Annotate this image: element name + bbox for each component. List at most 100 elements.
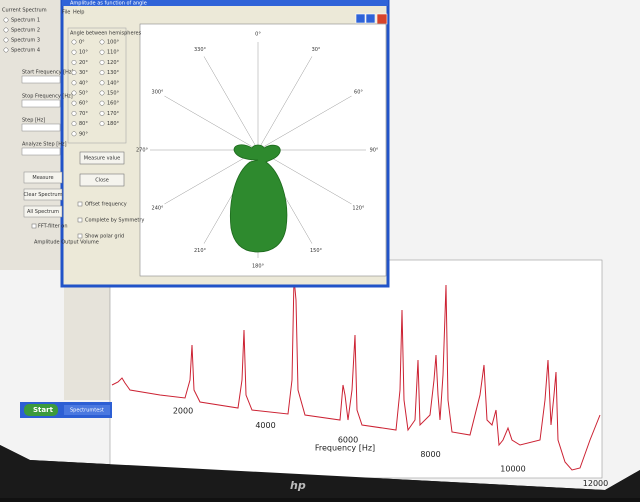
field-input[interactable]: [21, 123, 61, 132]
checkbox-label: FFT-filter on: [38, 224, 68, 230]
polar-grid-line: [164, 95, 259, 151]
angle-radio[interactable]: [99, 121, 105, 127]
start-button[interactable]: [24, 404, 58, 416]
checkbox[interactable]: [77, 217, 83, 223]
x-tick-label: 8000: [420, 450, 440, 459]
brand-logo: hp: [290, 479, 306, 492]
polar-grid-line: [257, 95, 352, 151]
angle-label: 120°: [107, 60, 120, 66]
polar-label: 0°: [255, 32, 261, 38]
button[interactable]: [23, 188, 63, 201]
angle-radio[interactable]: [71, 121, 77, 127]
polar-shape: [230, 144, 288, 253]
checkbox[interactable]: [77, 201, 83, 207]
dialog-title: Amplitude as function of angle: [70, 1, 147, 7]
label: Amplitude Output Volume: [34, 240, 99, 246]
angle-label: 80°: [79, 121, 88, 127]
field-label: Stop Frequency [Hz]: [22, 94, 73, 100]
x-tick-label: 2000: [173, 407, 193, 416]
task-label: Spectrumtest: [70, 408, 104, 414]
angle-radio[interactable]: [71, 100, 77, 106]
checkbox[interactable]: [77, 233, 83, 239]
button-label: Clear Spectrum: [24, 192, 63, 198]
polar-label: 210°: [194, 248, 207, 254]
angle-label: 0°: [79, 40, 85, 46]
radio-label: Spectrum 1: [11, 18, 40, 24]
dialog-titlebar: [62, 0, 388, 6]
angle-radio[interactable]: [99, 49, 105, 55]
angle-label: 160°: [107, 101, 120, 107]
polar-label: 180°: [252, 264, 265, 270]
checkbox-label: Complete by Symmetry: [85, 218, 144, 224]
radio-label: Spectrum 2: [11, 28, 40, 34]
polar-label: 60°: [354, 90, 363, 96]
close-x-button[interactable]: [376, 13, 388, 25]
angle-radio[interactable]: [71, 39, 77, 45]
checkbox[interactable]: [31, 223, 37, 229]
angle-radio[interactable]: [99, 39, 105, 45]
angle-label: 130°: [107, 70, 120, 76]
close-button[interactable]: [79, 173, 125, 187]
angle-radio[interactable]: [71, 59, 77, 65]
polar-label: 240°: [152, 206, 165, 212]
angle-radio[interactable]: [99, 100, 105, 106]
angle-label: 150°: [107, 91, 120, 97]
angle-label: 60°: [79, 101, 88, 107]
maximize-button[interactable]: [365, 13, 376, 24]
menu-item: File: [62, 10, 70, 16]
angle-label: 10°: [79, 50, 88, 56]
button-label: Measure value: [84, 156, 121, 162]
button-label: All Spectrum: [27, 209, 59, 215]
button[interactable]: [23, 171, 63, 184]
angle-group-box: [67, 27, 127, 144]
field-label: Step [Hz]: [22, 118, 45, 124]
angle-radio[interactable]: [99, 90, 105, 96]
angle-radio[interactable]: [71, 70, 77, 76]
field-input[interactable]: [21, 75, 61, 84]
task-button[interactable]: [64, 405, 110, 415]
polar-grid-line: [203, 56, 259, 151]
angle-radio[interactable]: [99, 80, 105, 86]
angle-radio[interactable]: [99, 110, 105, 116]
polar-grid-line: [257, 149, 352, 205]
angle-radio[interactable]: [99, 59, 105, 65]
checkbox-label: Show polar grid: [85, 234, 124, 240]
polar-grid-line: [164, 149, 259, 205]
x-tick-label: 12000: [583, 479, 608, 488]
radio[interactable]: [3, 47, 9, 53]
radio[interactable]: [3, 17, 9, 23]
measure-value-button[interactable]: [79, 151, 125, 165]
angle-radio[interactable]: [71, 131, 77, 137]
polar-label: 120°: [352, 206, 365, 212]
angle-label: 50°: [79, 91, 88, 97]
angle-radio[interactable]: [71, 90, 77, 96]
angle-label: 140°: [107, 80, 120, 86]
x-tick-label: 4000: [255, 421, 275, 430]
polar-label: 300°: [152, 90, 165, 96]
radio[interactable]: [3, 37, 9, 43]
field-input[interactable]: [21, 147, 61, 156]
radio[interactable]: [3, 27, 9, 33]
radio-label: Spectrum 4: [11, 48, 40, 54]
polar-label: 270°: [136, 148, 149, 154]
field-label: Start Frequency [Hz]: [22, 70, 74, 76]
angle-radio[interactable]: [71, 80, 77, 86]
x-tick-label: 10000: [500, 465, 525, 474]
angle-radio[interactable]: [71, 110, 77, 116]
angle-radio[interactable]: [71, 49, 77, 55]
spectrum-curve: [111, 277, 601, 471]
angle-radio[interactable]: [99, 70, 105, 76]
minimize-button[interactable]: [355, 13, 366, 24]
x-tick-label: 6000: [338, 436, 358, 445]
field-input[interactable]: [21, 99, 61, 108]
angle-label: 90°: [79, 131, 88, 137]
polar-label: 150°: [310, 248, 323, 254]
angle-label: 170°: [107, 111, 120, 117]
radio-label: Spectrum 3: [11, 38, 40, 44]
angle-label: 110°: [107, 50, 120, 56]
button[interactable]: [23, 205, 63, 218]
angle-label: 70°: [79, 111, 88, 117]
angle-label: 180°: [107, 121, 120, 127]
